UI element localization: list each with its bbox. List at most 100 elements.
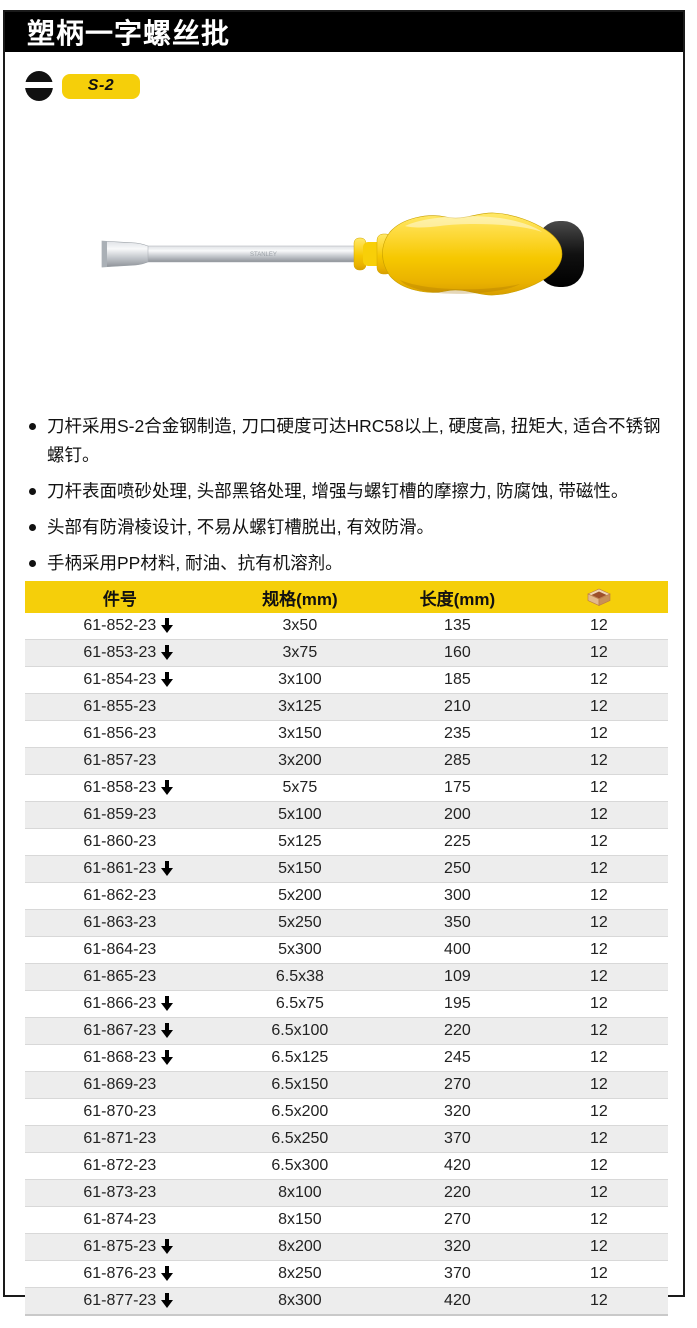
new-product-arrow-icon (161, 780, 174, 795)
spec-cell: 8x100 (214, 1179, 386, 1207)
feature-text: 刀杆采用S-2合金钢制造, 刀口硬度可达HRC58以上, 硬度高, 扭矩大, 适… (47, 416, 661, 465)
column-header-pack-qty (529, 581, 668, 613)
part-number: 61-855-23 (83, 698, 157, 715)
table-row: 61-875-23 8x200 320 12 (25, 1233, 668, 1261)
spec-cell: 5x75 (214, 774, 386, 802)
length-cell: 245 (385, 1044, 530, 1072)
pack-qty-cell: 12 (529, 720, 668, 748)
spec-cell: 6.5x38 (214, 963, 386, 991)
pack-qty-cell: 12 (529, 855, 668, 883)
feature-item: 头部有防滑棱设计, 不易从螺钉槽脱出, 有效防滑。 (27, 513, 667, 542)
pack-qty-cell: 12 (529, 1152, 668, 1180)
part-number-cell: 61-868-23 (25, 1044, 215, 1072)
table-row: 61-866-23 6.5x75 195 12 (25, 990, 668, 1018)
length-cell: 320 (385, 1098, 530, 1126)
spec-cell: 8x150 (214, 1206, 386, 1234)
new-product-arrow-icon (161, 618, 174, 633)
part-number: 61-860-23 (83, 833, 157, 850)
pack-qty-cell: 12 (529, 666, 668, 694)
part-number-cell: 61-872-23 (25, 1152, 215, 1180)
length-cell: 400 (385, 936, 530, 964)
length-cell: 195 (385, 990, 530, 1018)
spec-cell: 5x250 (214, 909, 386, 937)
spec-cell: 6.5x200 (214, 1098, 386, 1126)
spec-cell: 8x200 (214, 1233, 386, 1261)
page-title-bar: 塑柄一字螺丝批 (5, 12, 683, 52)
spec-cell: 3x100 (214, 666, 386, 694)
new-product-arrow-icon (161, 672, 174, 687)
column-header-spec: 规格(mm) (214, 581, 386, 613)
table-row: 61-873-23 8x100 220 12 (25, 1179, 668, 1207)
s2-badge-label: S-2 (87, 77, 115, 94)
length-cell: 350 (385, 909, 530, 937)
page-title: 塑柄一字螺丝批 (27, 18, 231, 49)
pack-qty-cell: 12 (529, 936, 668, 964)
spec-cell: 5x200 (214, 882, 386, 910)
s2-steel-badge: S-2 (62, 73, 140, 99)
part-number-cell: 61-877-23 (25, 1287, 215, 1315)
spec-cell: 6.5x300 (214, 1152, 386, 1180)
part-number: 61-867-23 (83, 1022, 174, 1040)
length-cell: 250 (385, 855, 530, 883)
pack-qty-cell: 12 (529, 828, 668, 856)
part-number-cell: 61-869-23 (25, 1071, 215, 1099)
table-row: 61-865-23 6.5x38 109 12 (25, 963, 668, 991)
screwdriver-product-image: STANLEY (101, 212, 584, 296)
part-number: 61-858-23 (83, 779, 174, 797)
spec-cell: 6.5x100 (214, 1017, 386, 1045)
table-row: 61-869-23 6.5x150 270 12 (25, 1071, 668, 1099)
part-number-cell: 61-858-23 (25, 774, 215, 802)
length-cell: 109 (385, 963, 530, 991)
feature-bullet-list: 刀杆采用S-2合金钢制造, 刀口硬度可达HRC58以上, 硬度高, 扭矩大, 适… (27, 412, 667, 585)
part-number: 61-861-23 (83, 860, 174, 878)
length-cell: 285 (385, 747, 530, 775)
table-row: 61-868-23 6.5x125 245 12 (25, 1044, 668, 1072)
tip-type-badges: S-2 (24, 71, 140, 101)
pack-qty-cell: 12 (529, 1179, 668, 1207)
part-number-cell: 61-875-23 (25, 1233, 215, 1261)
table-row: 61-852-23 3x50 135 12 (25, 613, 668, 640)
table-row: 61-856-23 3x150 235 12 (25, 720, 668, 748)
part-number-cell: 61-863-23 (25, 909, 215, 937)
pack-qty-cell: 12 (529, 1044, 668, 1072)
table-row: 61-877-23 8x300 420 12 (25, 1287, 668, 1315)
length-cell: 235 (385, 720, 530, 748)
carton-box-icon (587, 588, 611, 607)
part-number: 61-856-23 (83, 725, 157, 742)
length-cell: 220 (385, 1017, 530, 1045)
length-cell: 370 (385, 1125, 530, 1153)
spec-cell: 3x75 (214, 639, 386, 667)
part-number: 61-862-23 (83, 887, 157, 904)
pack-qty-cell: 12 (589, 617, 608, 634)
feature-item: 刀杆表面喷砂处理, 头部黑铬处理, 增强与螺钉槽的摩擦力, 防腐蚀, 带磁性。 (27, 477, 667, 506)
part-number: 61-871-23 (83, 1130, 157, 1147)
table-row: 61-867-23 6.5x100 220 12 (25, 1017, 668, 1045)
spec-cell: 8x300 (214, 1287, 386, 1315)
shaft-marking-text: STANLEY (250, 252, 277, 258)
spec-cell: 6.5x150 (214, 1071, 386, 1099)
spec-cell: 3x200 (214, 747, 386, 775)
spec-cell: 5x300 (214, 936, 386, 964)
part-number-cell: 61-857-23 (25, 747, 215, 775)
table-row: 61-876-23 8x250 370 12 (25, 1260, 668, 1288)
new-product-arrow-icon (161, 1293, 174, 1308)
table-row: 61-861-23 5x150 250 12 (25, 855, 668, 883)
spec-cell: 5x100 (214, 801, 386, 829)
pack-qty-cell: 12 (529, 1260, 668, 1288)
pack-qty-cell: 12 (529, 1098, 668, 1126)
table-row: 61-874-23 8x150 270 12 (25, 1206, 668, 1234)
pack-qty-cell: 12 (529, 1287, 668, 1315)
part-number-cell: 61-854-23 (25, 666, 215, 694)
feature-text: 刀杆表面喷砂处理, 头部黑铬处理, 增强与螺钉槽的摩擦力, 防腐蚀, 带磁性。 (47, 481, 629, 501)
table-row: 61-872-23 6.5x300 420 12 (25, 1152, 668, 1180)
length-cell: 185 (385, 666, 530, 694)
length-cell: 175 (385, 774, 530, 802)
table-row: 61-860-23 5x125 225 12 (25, 828, 668, 856)
spec-cell: 6.5x250 (214, 1125, 386, 1153)
pack-qty-cell: 12 (529, 747, 668, 775)
column-header-part: 件号 (25, 581, 215, 613)
length-cell: 270 (385, 1071, 530, 1099)
spec-cell: 3x150 (214, 720, 386, 748)
length-cell: 225 (385, 828, 530, 856)
pack-qty-cell: 12 (529, 1125, 668, 1153)
